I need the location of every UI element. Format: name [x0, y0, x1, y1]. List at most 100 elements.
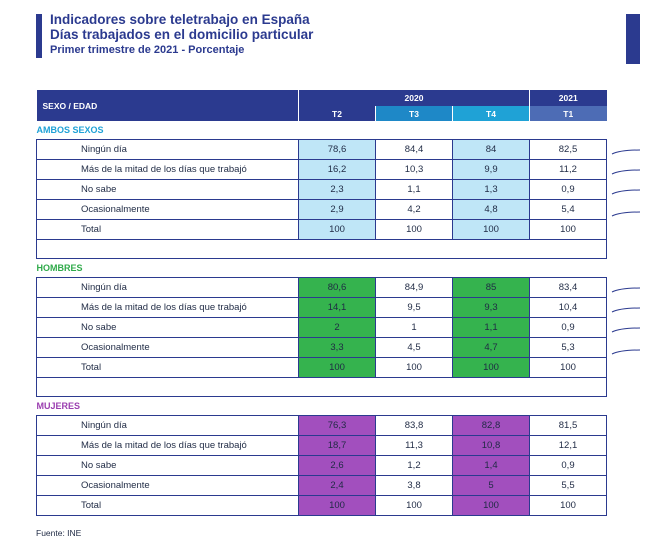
section-title-ambos-sexos: AMBOS SEXOS [36, 125, 104, 135]
value-cell: 2,6 [298, 455, 376, 476]
value-cell: 100 [375, 219, 453, 240]
value-cell: 100 [298, 219, 376, 240]
table-row: No sabe 2,6 1,2 1,4 0,9 [36, 455, 607, 476]
value-cell: 78,6 [298, 139, 376, 160]
value-cell: 1,4 [452, 455, 530, 476]
value-cell: 84,9 [375, 277, 453, 298]
value-cell: 100 [298, 495, 376, 516]
table-row: Total 100 100 100 100 [36, 495, 607, 516]
leader-line [611, 169, 641, 175]
value-cell: 18,7 [298, 435, 376, 456]
quarter-header-t2: T2 [298, 106, 376, 121]
row-label: Más de la mitad de los días que trabajó [36, 297, 299, 318]
row-label: Ningún día [36, 139, 299, 160]
table-row: No sabe 2 1 1,1 0,9 [36, 317, 607, 338]
value-cell: 1,3 [452, 179, 530, 200]
value-cell: 2,4 [298, 475, 376, 496]
value-cell: 11,2 [529, 159, 607, 180]
value-cell: 1,2 [375, 455, 453, 476]
value-cell: 2 [298, 317, 376, 338]
row-label: No sabe [36, 317, 299, 338]
page-tab-marker [626, 14, 640, 64]
value-cell: 5,4 [529, 199, 607, 220]
row-label: Ocasionalmente [36, 337, 299, 358]
row-label: Total [36, 495, 299, 516]
value-cell: 100 [452, 495, 530, 516]
row-label: Más de la mitad de los días que trabajó [36, 435, 299, 456]
value-cell: 100 [375, 495, 453, 516]
row-label: Ocasionalmente [36, 475, 299, 496]
page-subtitle: Primer trimestre de 2021 - Porcentaje [50, 44, 245, 56]
table-row: No sabe 2,3 1,1 1,3 0,9 [36, 179, 607, 200]
table-row: Ningún día 78,6 84,4 84 82,5 [36, 139, 607, 160]
value-cell: 10,8 [452, 435, 530, 456]
value-cell: 10,4 [529, 297, 607, 318]
table-body: AMBOS SEXOS Ningún día 78,6 84,4 84 82,5 Más d… [36, 121, 607, 516]
value-cell: 76,3 [298, 415, 376, 436]
value-cell: 83,4 [529, 277, 607, 298]
value-cell: 16,2 [298, 159, 376, 180]
value-cell: 5 [452, 475, 530, 496]
value-cell: 100 [529, 357, 607, 378]
year-header-2020: 2020 [298, 90, 530, 106]
row-label: Ningún día [36, 415, 299, 436]
row-label: Total [36, 219, 299, 240]
value-cell: 4,5 [375, 337, 453, 358]
row-label: No sabe [36, 455, 299, 476]
value-cell: 0,9 [529, 179, 607, 200]
value-cell: 84 [452, 139, 530, 160]
value-cell: 100 [452, 357, 530, 378]
value-cell: 10,3 [375, 159, 453, 180]
section-title-hombres: HOMBRES [36, 263, 83, 273]
value-cell: 2,3 [298, 179, 376, 200]
value-cell: 12,1 [529, 435, 607, 456]
leader-line [611, 327, 641, 333]
value-cell: 4,7 [452, 337, 530, 358]
page-title-line2: Días trabajados en el domicilio particul… [50, 27, 314, 42]
value-cell: 1 [375, 317, 453, 338]
quarter-header-t1: T1 [529, 106, 607, 121]
table-row: Más de la mitad de los días que trabajó 1… [36, 297, 607, 318]
table-row: Ocasionalmente 2,4 3,8 5 5,5 [36, 475, 607, 496]
value-cell: 100 [375, 357, 453, 378]
value-cell: 100 [298, 357, 376, 378]
indicators-table: SEXO / EDAD 2020 2021 T2 T3 T4 T1 AMBOS … [36, 90, 607, 516]
quarter-header-t4: T4 [452, 106, 530, 121]
leader-line [611, 287, 641, 293]
leader-line [611, 307, 641, 313]
page-title: Indicadores sobre teletrabajo en España [50, 12, 310, 27]
value-cell: 0,9 [529, 455, 607, 476]
title-accent-bar [36, 14, 42, 58]
leader-line [611, 349, 641, 355]
table-row: Ocasionalmente 3,3 4,5 4,7 5,3 [36, 337, 607, 358]
table-row: Total 100 100 100 100 [36, 357, 607, 378]
quarter-header-t3: T3 [375, 106, 453, 121]
value-cell: 82,5 [529, 139, 607, 160]
value-cell: 0,9 [529, 317, 607, 338]
row-label: Total [36, 357, 299, 378]
value-cell: 100 [529, 219, 607, 240]
table-row: Ningún día 76,3 83,8 82,8 81,5 [36, 415, 607, 436]
value-cell: 3,8 [375, 475, 453, 496]
value-cell: 5,5 [529, 475, 607, 496]
value-cell: 4,8 [452, 199, 530, 220]
table-row: Más de la mitad de los días que trabajó 1… [36, 435, 607, 456]
value-cell: 84,4 [375, 139, 453, 160]
value-cell: 4,2 [375, 199, 453, 220]
table-row: Más de la mitad de los días que trabajó 1… [36, 159, 607, 180]
value-cell: 9,9 [452, 159, 530, 180]
value-cell: 100 [452, 219, 530, 240]
spacer-row [36, 239, 607, 259]
year-header-2021: 2021 [529, 90, 607, 106]
value-cell: 5,3 [529, 337, 607, 358]
row-label: Ocasionalmente [36, 199, 299, 220]
value-cell: 1,1 [452, 317, 530, 338]
value-cell: 81,5 [529, 415, 607, 436]
value-cell: 85 [452, 277, 530, 298]
spacer-row [36, 377, 607, 397]
row-label: Más de la mitad de los días que trabajó [36, 159, 299, 180]
table-row: Ocasionalmente 2,9 4,2 4,8 5,4 [36, 199, 607, 220]
table-row: Ningún día 80,6 84,9 85 83,4 [36, 277, 607, 298]
leader-line [611, 149, 641, 155]
column-header-sexo: SEXO / EDAD [36, 90, 299, 121]
